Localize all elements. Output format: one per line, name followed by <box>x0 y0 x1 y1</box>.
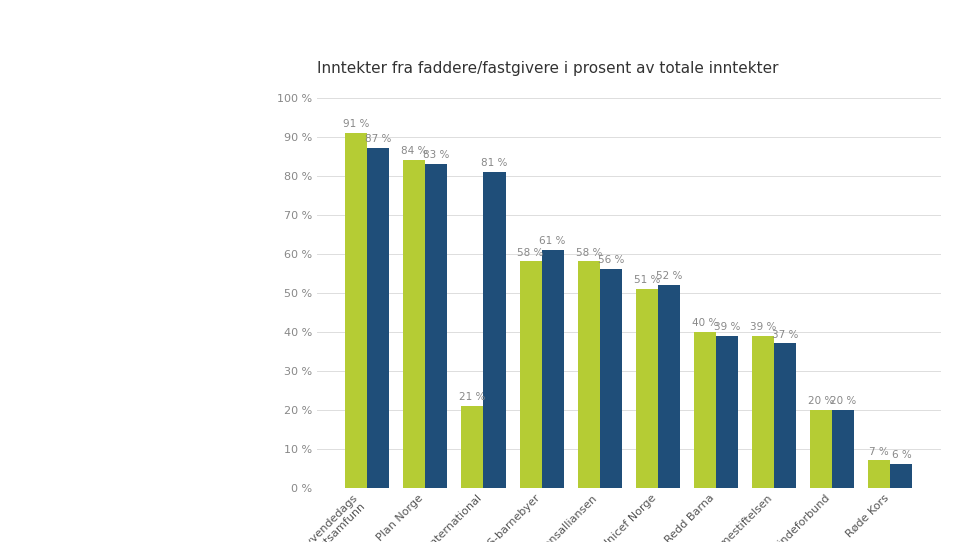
Text: 52 %: 52 % <box>656 271 683 281</box>
Text: 20 %: 20 % <box>830 396 856 406</box>
Text: 61 %: 61 % <box>540 236 565 246</box>
Text: 58 %: 58 % <box>575 248 602 257</box>
Bar <box>868 461 890 488</box>
Text: 83 %: 83 % <box>423 150 449 160</box>
Text: 56 %: 56 % <box>597 255 624 266</box>
Text: 84 %: 84 % <box>401 146 427 156</box>
Text: 6 %: 6 % <box>892 450 911 461</box>
Bar <box>484 172 506 488</box>
Bar <box>694 332 716 488</box>
Bar <box>403 160 425 488</box>
Text: 39 %: 39 % <box>714 322 740 332</box>
Bar <box>658 285 680 488</box>
Text: 37 %: 37 % <box>772 330 799 339</box>
Bar <box>462 406 484 488</box>
Bar <box>716 335 738 488</box>
Text: 40 %: 40 % <box>692 318 718 328</box>
Bar <box>810 410 832 488</box>
Bar <box>425 164 447 488</box>
Text: 58 %: 58 % <box>517 248 543 257</box>
Text: 87 %: 87 % <box>365 134 392 144</box>
Text: 81 %: 81 % <box>481 158 508 168</box>
Bar <box>578 261 600 488</box>
Bar <box>519 261 541 488</box>
Bar <box>636 289 658 488</box>
Bar <box>774 344 796 488</box>
Text: 20 %: 20 % <box>808 396 834 406</box>
Bar <box>832 410 854 488</box>
Bar <box>368 149 390 488</box>
Bar <box>890 464 912 488</box>
Bar <box>752 335 774 488</box>
Bar <box>346 133 368 488</box>
Text: 7 %: 7 % <box>870 447 889 456</box>
Text: 39 %: 39 % <box>750 322 777 332</box>
Text: Inntekter fra faddere/fastgivere i prosent av totale inntekter: Inntekter fra faddere/fastgivere i prose… <box>317 61 779 76</box>
Text: 51 %: 51 % <box>634 275 660 285</box>
Text: 91 %: 91 % <box>343 119 370 129</box>
Bar <box>541 250 564 488</box>
Text: 21 %: 21 % <box>459 392 486 402</box>
Bar <box>600 269 622 488</box>
